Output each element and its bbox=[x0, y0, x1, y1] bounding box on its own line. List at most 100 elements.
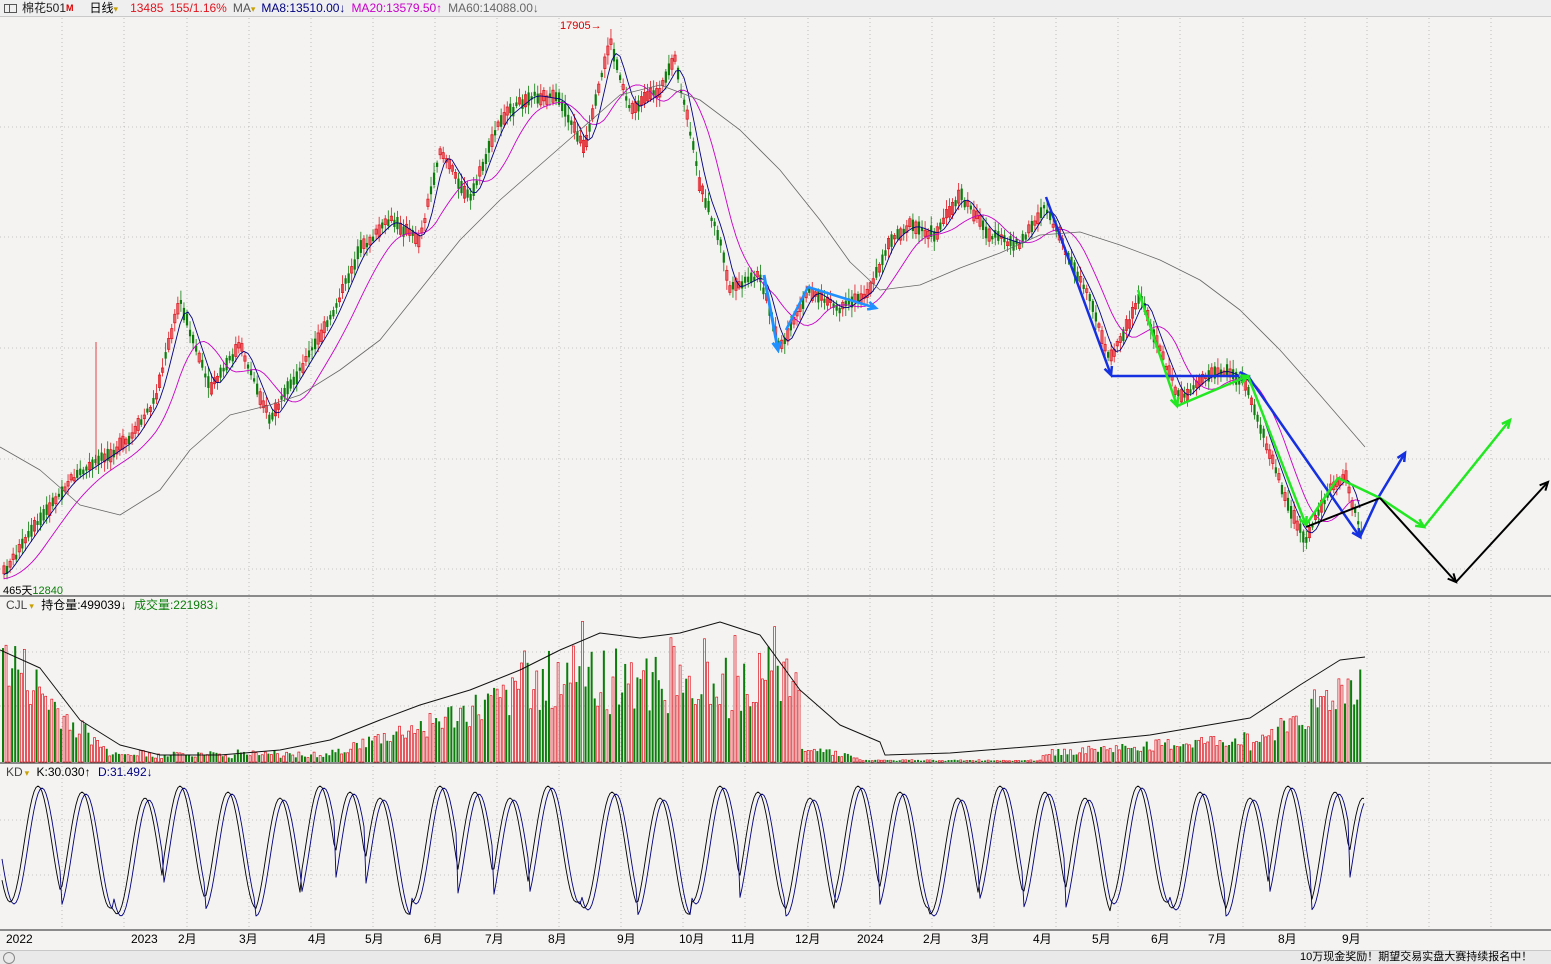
price-candle-up bbox=[585, 134, 589, 148]
price-candle-down bbox=[307, 350, 311, 358]
price-candle-down bbox=[188, 329, 192, 337]
price-candle-down bbox=[30, 524, 33, 537]
volume-bar-down bbox=[1023, 760, 1026, 762]
volume-bar-down bbox=[727, 718, 730, 762]
price-candles bbox=[2, 29, 1363, 580]
volume-bar-down bbox=[1228, 744, 1231, 762]
volume-bar-up bbox=[1069, 749, 1072, 763]
price-candle-up bbox=[841, 301, 845, 310]
price-candle-down bbox=[1247, 387, 1250, 396]
price-candle-up bbox=[545, 95, 549, 105]
price-candle-down bbox=[881, 254, 884, 266]
volume-bar-up bbox=[1346, 678, 1350, 763]
news-ticker[interactable]: 10万现金奖励！期望交易实盘大赛持续报名中！ bbox=[1300, 951, 1533, 963]
kd-lines bbox=[1, 785, 1365, 917]
price-candle-down bbox=[432, 172, 436, 185]
volume-bar-up bbox=[834, 750, 838, 763]
price-candle-up bbox=[795, 311, 799, 317]
volume-bar-up bbox=[1325, 690, 1329, 763]
price-candle-down bbox=[710, 217, 713, 222]
volume-bar-up bbox=[489, 695, 493, 763]
last-price: 13485 bbox=[130, 1, 164, 15]
price-candle-up bbox=[301, 363, 305, 373]
volume-bar-up bbox=[773, 626, 777, 763]
contract-name[interactable]: 棉花501M bbox=[22, 0, 74, 16]
volume-bar-up bbox=[852, 757, 856, 763]
volume-bar-up bbox=[346, 752, 349, 763]
volume-bar-up bbox=[568, 682, 572, 763]
volume-bar-down bbox=[1191, 747, 1194, 762]
volume-bar-down bbox=[1249, 750, 1252, 762]
price-candle-up bbox=[1173, 386, 1177, 395]
price-candle-up bbox=[966, 200, 970, 207]
volume-bar-down bbox=[483, 699, 486, 762]
blue-down-trend-arrowhead bbox=[771, 340, 782, 354]
volume-bar-down bbox=[682, 692, 685, 762]
volume-bar-up bbox=[263, 751, 267, 763]
price-candle-down bbox=[1311, 523, 1314, 528]
volume-bar-up bbox=[376, 734, 380, 763]
price-candle-up bbox=[1018, 243, 1022, 249]
price-candle-down bbox=[79, 468, 82, 476]
volume-indicator-selector[interactable]: CJL ▾ bbox=[6, 598, 34, 612]
volume-bars bbox=[0, 620, 1366, 763]
price-candle-down bbox=[1177, 390, 1180, 397]
ma-selector[interactable]: MA▾ bbox=[233, 0, 256, 17]
volume-bar-down bbox=[334, 752, 337, 762]
volume-bar-up bbox=[511, 677, 514, 763]
price-candle-up bbox=[167, 338, 171, 350]
price-candle-down bbox=[683, 99, 686, 105]
volume-bar-up bbox=[41, 693, 45, 763]
time-axis-label: 6月 bbox=[1151, 932, 1170, 946]
price-candle-down bbox=[707, 200, 710, 213]
volume-bar-down bbox=[947, 760, 950, 762]
volume-bar-up bbox=[730, 710, 734, 763]
volume-bar-down bbox=[310, 754, 313, 762]
price-candle-up bbox=[66, 481, 70, 487]
volume-bar-up bbox=[404, 737, 407, 763]
price-candle-down bbox=[371, 236, 375, 242]
volume-bar-down bbox=[328, 755, 331, 762]
price-candle-down bbox=[1046, 209, 1049, 214]
price-candle-up bbox=[173, 313, 177, 324]
volume-bar-down bbox=[648, 710, 651, 762]
price-candle-down bbox=[314, 338, 317, 350]
volume-bar-up bbox=[736, 675, 740, 763]
price-candle-up bbox=[8, 560, 12, 568]
volume-bar-down bbox=[117, 753, 120, 762]
volume-bar-up bbox=[693, 704, 697, 763]
volume-bar-up bbox=[876, 759, 880, 763]
volume-bar-up bbox=[523, 650, 526, 763]
volume-bar-up bbox=[1114, 745, 1118, 763]
price-candle-down bbox=[1274, 467, 1277, 474]
volume-bar-up bbox=[495, 688, 499, 763]
period-selector[interactable]: 日线▾ bbox=[90, 0, 119, 17]
price-candle-down bbox=[564, 103, 567, 117]
price-candle-down bbox=[561, 101, 564, 112]
price-candle-down bbox=[808, 288, 811, 293]
price-candle-up bbox=[154, 393, 158, 400]
price-candle-down bbox=[1219, 369, 1223, 375]
volume-bar-up bbox=[1102, 746, 1106, 763]
volume-bar-down bbox=[47, 709, 50, 762]
volume-bar-down bbox=[618, 704, 621, 762]
price-candle-up bbox=[103, 453, 107, 463]
price-candle-down bbox=[802, 297, 805, 309]
price-candle-up bbox=[1268, 449, 1272, 459]
volume-bar-down bbox=[1072, 754, 1075, 762]
kd-indicator-selector[interactable]: KD ▾ bbox=[6, 765, 29, 779]
window-switch-icon[interactable] bbox=[2, 1, 20, 15]
volume-bar-down bbox=[1301, 724, 1304, 762]
price-candle-up bbox=[63, 486, 67, 492]
volume-bar-down bbox=[474, 694, 477, 762]
price-candle-down bbox=[817, 291, 820, 303]
kline-chart[interactable] bbox=[0, 17, 1551, 932]
price-candle-up bbox=[948, 206, 952, 218]
volume-bar-up bbox=[1255, 741, 1258, 763]
volume-bar-down bbox=[932, 759, 935, 762]
time-axis-label: 5月 bbox=[365, 932, 384, 946]
price-candle-down bbox=[741, 281, 744, 289]
price-candle-down bbox=[332, 309, 335, 317]
volume-bar-down bbox=[227, 757, 230, 762]
status-icon[interactable] bbox=[3, 952, 15, 964]
